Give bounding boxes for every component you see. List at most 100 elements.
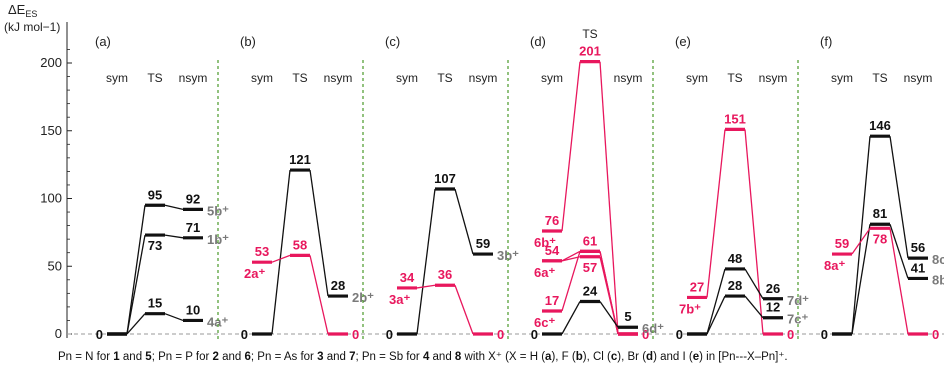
species-label: 3a⁺ [389, 292, 410, 307]
value-label: 0 [386, 327, 393, 342]
value-label: 0 [821, 327, 828, 342]
column-header-nsym: nsym [469, 71, 498, 85]
column-header-nsym: nsym [904, 71, 933, 85]
value-label: 201 [579, 44, 601, 59]
value-label: 48 [728, 251, 742, 266]
y-axis-label-subscript: ES [25, 9, 37, 19]
species-label: 6b⁺ [534, 235, 556, 250]
panel-label: (f) [820, 34, 832, 49]
value-label: 57 [583, 260, 597, 275]
series-3b⁺: 0 107 59 3b⁺ [386, 171, 519, 342]
value-label: 5 [624, 309, 631, 324]
value-label: 78 [873, 231, 887, 246]
connector-line [561, 301, 581, 335]
column-header-nsym: nsym [759, 71, 788, 85]
connector-line [126, 205, 146, 335]
value-label: 41 [911, 260, 925, 275]
caption-part: 2 [212, 351, 219, 363]
caption-part: 5 [145, 351, 152, 363]
value-label: 71 [186, 220, 200, 235]
connector-line [164, 313, 184, 322]
value-label: 0 [352, 327, 359, 342]
caption-part: Pn = N for [58, 351, 114, 363]
column-header-sym: sym [106, 71, 128, 85]
connector-line [851, 136, 871, 335]
connector-line [889, 136, 909, 259]
series-6d⁺: 0 24 5 6d⁺ [531, 283, 664, 342]
value-label: 12 [766, 300, 780, 315]
series-2a⁺: 53 58 0 2a⁺ [244, 237, 359, 342]
value-label: 54 [545, 243, 560, 258]
value-label: 0 [787, 327, 794, 342]
connector-line [599, 61, 619, 335]
caption-part: ), Br ( [617, 351, 647, 363]
connector-line [889, 224, 909, 279]
species-label: 6d⁺ [642, 321, 664, 336]
connector-line [271, 169, 291, 335]
caption-part: 3 [317, 351, 324, 363]
panel-label: (c) [385, 34, 400, 49]
panel-b: (b) sym TS nsym 0 121 28 2b⁺ 53 58 0 2a⁺ [217, 34, 374, 342]
column-header-nsym: nsym [179, 71, 208, 85]
caption-part: 7 [349, 351, 356, 363]
y-tick-label-50: 50 [48, 258, 62, 273]
connector-line [706, 295, 726, 335]
series-8b⁺: 81 41 8b⁺ [832, 206, 944, 336]
series-4a⁺: 15 10 4a⁺ [107, 296, 228, 336]
caption-part: and [323, 351, 350, 363]
panel-label: (d) [530, 34, 546, 49]
column-header-sym: sym [541, 71, 563, 85]
connector-line [706, 129, 726, 298]
panel-label: (a) [95, 34, 111, 49]
column-header-sym: sym [396, 71, 418, 85]
y-axis-unit: (kJ mol−1) [4, 20, 60, 34]
caption-part: ) in [Pn---X–Pn]⁺. [699, 351, 788, 363]
caption-part: b [575, 351, 583, 363]
species-label: 1b⁺ [207, 232, 229, 247]
value-label: 0 [241, 327, 248, 342]
value-label: 95 [148, 187, 162, 202]
connector-line [561, 256, 581, 262]
caption-part: with X⁺ (X = H ( [461, 351, 546, 363]
panel-f: (f) sym TS nsym 0 146 56 8c⁺ 81 41 8b⁺ 59 78 0 8a⁺ [797, 34, 944, 342]
species-label: 8b⁺ [932, 272, 944, 287]
value-label: 56 [911, 240, 925, 255]
caption-part: and [218, 351, 245, 363]
caption-part: ; Pn = Sb for [355, 351, 423, 363]
column-header-sym: sym [831, 71, 853, 85]
value-label: 59 [476, 236, 490, 251]
connector-line [416, 284, 436, 289]
connector-line [744, 129, 764, 335]
connector-line [744, 295, 764, 319]
column-header-ts: TS [437, 71, 452, 85]
connector-line [309, 169, 329, 297]
caption-part: e [692, 351, 700, 363]
caption-part: 8 [454, 351, 462, 363]
value-label: 15 [148, 296, 162, 311]
column-header-sym: sym [251, 71, 273, 85]
connector-line [164, 234, 184, 239]
value-label: 107 [434, 171, 456, 186]
value-label: 0 [531, 327, 538, 342]
connector-line [561, 251, 581, 312]
series-8a⁺: 59 78 0 8a⁺ [824, 226, 939, 342]
caption-part: ), Cl ( [582, 351, 611, 363]
connector-line [851, 227, 871, 255]
caption-part: ; Pn = As for [250, 351, 318, 363]
caption-part: 4 [422, 351, 430, 363]
species-label: 4a⁺ [207, 314, 228, 329]
value-label: 0 [932, 327, 939, 342]
species-label: 8a⁺ [824, 258, 845, 273]
series-7b⁺: 27 151 0 7b⁺ [679, 111, 794, 342]
value-label: 0 [96, 327, 103, 342]
caption-part: d [646, 351, 654, 363]
column-header-ts: TS [872, 71, 887, 85]
series-2b⁺: 0 121 28 2b⁺ [241, 152, 374, 342]
caption-part: a [545, 351, 552, 363]
connector-line [454, 284, 474, 335]
series-6b⁺: 76 201 0 6b⁺ [534, 44, 649, 342]
value-label: 121 [289, 152, 311, 167]
